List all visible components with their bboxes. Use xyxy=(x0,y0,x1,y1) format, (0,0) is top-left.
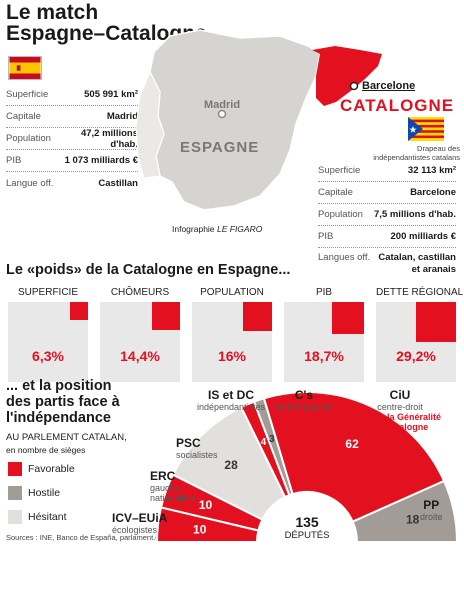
spain-row: Superficie 505 991 km² xyxy=(6,84,138,106)
title-line-1: Le match xyxy=(6,1,99,24)
spain-map: Madrid ESPAGNE Infographie LE FIGARO xyxy=(135,29,382,234)
catalonia-map-shape xyxy=(312,46,382,106)
square-value-label: 16% xyxy=(217,348,247,364)
square-value-label: 29,2% xyxy=(396,348,436,364)
credit-prefix: Infographie xyxy=(172,224,215,234)
square-background xyxy=(100,302,180,382)
square-value-mark xyxy=(152,302,180,330)
hemicycle-slice xyxy=(252,397,294,497)
catalonia-row: Superficie 32 113 km² xyxy=(318,160,456,182)
hemicycle-value-label: 10 xyxy=(199,498,213,512)
madrid-label: Madrid xyxy=(204,99,240,111)
parties-subheading: AU PARLEMENT CATALAN, en nombre de siège… xyxy=(6,432,127,455)
legend-label-hesitant: Hésitant xyxy=(28,511,67,523)
party-label-erc: ERC gauche nationaliste xyxy=(150,469,196,504)
spain-row: Langue off. Castillan xyxy=(6,177,138,189)
legend-swatch-hostile xyxy=(8,486,22,500)
square-value-label: 6,3% xyxy=(32,348,64,364)
hemicycle-value-label: 4 xyxy=(261,437,267,448)
espagne-label: ESPAGNE xyxy=(180,139,259,156)
catalonia-row: Capitale Barcelone xyxy=(318,182,456,204)
sources: Sources : INE, Banco de España, parlamen… xyxy=(6,533,166,542)
spain-row: Capitale Madrid xyxy=(6,106,138,128)
legend-swatch-favorable xyxy=(8,462,22,476)
square-value-mark xyxy=(332,302,364,334)
title-line-2: Espagne–Catalogne xyxy=(6,22,207,45)
hemicycle-total: 135 DÉPUTÉS xyxy=(284,514,330,541)
square-category-label: DETTE RÉGIONALE xyxy=(376,287,464,298)
square-value-label: 14,4% xyxy=(120,348,160,364)
portugal-map-shape xyxy=(135,70,165,179)
square-value-mark xyxy=(416,302,456,342)
square-background xyxy=(8,302,88,382)
party-label-ciu: CiU centre-droit dirige la Généralité de… xyxy=(360,388,442,432)
parties-heading: ... et la position des partis face à l'i… xyxy=(6,378,120,426)
square-category-label: CHÔMEURS xyxy=(110,287,170,298)
party-label-psc: PSC socialistes xyxy=(176,436,218,460)
catalan-estelada-flag-icon xyxy=(408,117,444,141)
barcelone-marker xyxy=(349,81,359,91)
square-category-label: PIB xyxy=(315,287,333,298)
hemicycle-value-label: 10 xyxy=(193,522,207,536)
square-background xyxy=(376,302,456,382)
hemicycle-value-label: 18 xyxy=(406,513,420,527)
party-label-pp: PP droite xyxy=(420,498,443,522)
square-category-label: SUPERFICIE xyxy=(17,287,78,298)
spain-row: PIB 1 073 milliards € xyxy=(6,150,138,172)
barcelone-label: Barcelone xyxy=(362,80,416,92)
catalonia-row: Population 7,5 millions d'hab. xyxy=(318,204,456,226)
catalonia-row: PIB 200 milliards € xyxy=(318,226,456,248)
hemicycle-slice xyxy=(155,506,260,543)
legend-label-favorable: Favorable xyxy=(28,463,75,475)
catalonia-row: Langues off. Catalan, castillan et aranai… xyxy=(318,252,456,275)
hemicycle-value-label: 3 xyxy=(269,434,275,445)
square-category-label: POPULATION xyxy=(200,287,264,298)
weight-heading: Le «poids» de la Catalogne en Espagne... xyxy=(6,262,291,278)
spain-row: Population 47,2 millions d'hab. xyxy=(6,127,138,150)
hemicycle-value-label: 62 xyxy=(345,437,359,451)
square-background xyxy=(192,302,272,382)
page-title: Le match Espagne–Catalogne xyxy=(6,2,207,44)
spain-map-shape xyxy=(149,29,321,211)
legend-swatch-hesitant xyxy=(8,510,22,524)
spain-flag-icon xyxy=(8,56,42,80)
party-label-is-dc: IS et DC indépendantistes xyxy=(196,388,266,412)
party-label-cs: C's centre-gauche xyxy=(275,388,333,412)
legend-label-hostile: Hostile xyxy=(28,487,61,499)
hemicycle-value-label: 28 xyxy=(224,458,238,472)
square-value-mark xyxy=(69,302,88,321)
flag-caption: Drapeau des indépendantistes catalans xyxy=(373,144,460,162)
hemicycle-slice xyxy=(239,400,291,499)
party-label-icv: ICV–EUiA écologistes xyxy=(112,511,168,535)
square-value-label: 18,7% xyxy=(304,348,344,364)
madrid-marker xyxy=(217,109,227,119)
square-background xyxy=(284,302,364,382)
credit-brand: LE FIGARO xyxy=(217,224,263,234)
square-value-mark xyxy=(242,302,272,332)
catalogne-label: CATALOGNE xyxy=(340,96,455,115)
